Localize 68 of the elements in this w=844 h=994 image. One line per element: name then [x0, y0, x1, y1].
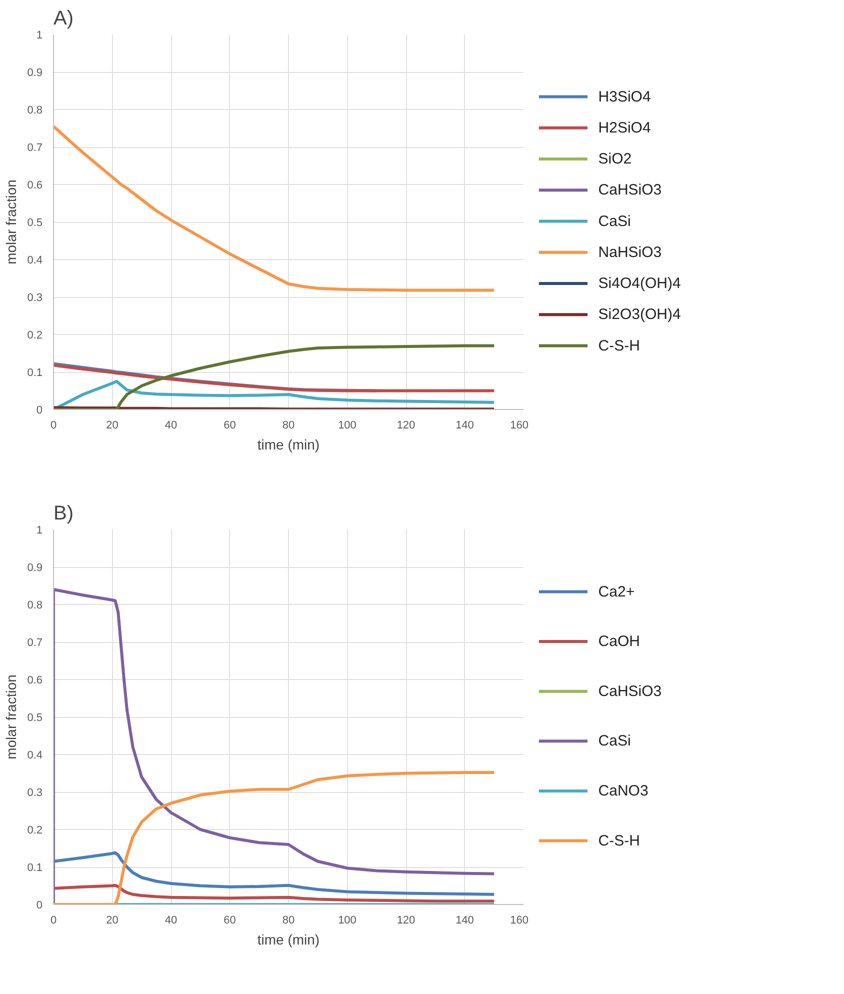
y-tick-label: 0.3 [27, 292, 43, 304]
y-tick-label: 0.8 [27, 104, 43, 116]
legend-label: CaNO3 [598, 782, 648, 800]
y-tick-label: 0.6 [27, 674, 43, 686]
y-tick-label: 1 [36, 30, 43, 42]
x-tick-label: 0 [50, 914, 57, 926]
x-tick-label: 60 [224, 420, 236, 432]
legend-label: CaOH [598, 633, 640, 650]
line-series [54, 884, 496, 903]
x-tick-label: 20 [106, 420, 118, 432]
legend-label: CaSi [598, 732, 631, 750]
x-tick-label: 20 [106, 914, 118, 926]
legend-label: Si4O4(OH)4 [598, 275, 681, 292]
line-series [54, 771, 496, 904]
legend-label: Ca2+ [598, 583, 635, 600]
legend-label: NaHSiO3 [598, 244, 662, 261]
x-tick-label: 160 [510, 420, 529, 432]
x-tick-label: 100 [338, 914, 356, 926]
y-tick-label: 1 [36, 524, 43, 536]
legend-label: H3SiO4 [598, 88, 651, 106]
y-tick-label: 0.3 [27, 787, 43, 799]
legend-label: Si2O3(OH)4 [598, 306, 681, 324]
x-tick-label: 0 [50, 420, 57, 432]
chart-title: A) [54, 8, 74, 30]
legend-label: C-S-H [598, 337, 640, 354]
x-tick-label: 160 [510, 914, 529, 926]
y-tick-label: 0.8 [27, 600, 43, 612]
y-tick-label: 0.5 [27, 217, 43, 229]
x-axis-title: time (min) [257, 436, 320, 452]
x-tick-label: 80 [282, 914, 295, 926]
chart-title: B) [54, 502, 74, 524]
line-series [54, 124, 496, 292]
line-series [54, 364, 496, 392]
y-tick-label: 0.7 [27, 142, 43, 154]
x-tick-label: 120 [396, 420, 416, 432]
legend-label: SiO2 [598, 150, 632, 168]
x-tick-label: 40 [164, 420, 178, 432]
legend-label: CaHSiO3 [598, 682, 662, 700]
y-tick-label: 0.4 [27, 254, 43, 266]
x-tick-label: 140 [456, 914, 474, 926]
y-tick-label: 0.2 [27, 330, 43, 342]
y-tick-label: 0.9 [27, 67, 43, 79]
legend-label: CaHSiO3 [598, 182, 662, 199]
y-tick-label: 0.6 [27, 180, 43, 192]
legend-label: H2SiO4 [598, 119, 651, 136]
y-tick-label: 0 [36, 404, 43, 416]
y-tick-label: 0.2 [27, 824, 43, 836]
legend-label: C-S-H [598, 832, 640, 850]
y-tick-label: 0.5 [27, 712, 43, 724]
x-tick-label: 80 [282, 420, 295, 432]
y-axis-title: molar fraction [3, 674, 20, 760]
line-series [54, 588, 496, 904]
x-tick-label: 140 [456, 420, 474, 432]
x-tick-label: 40 [164, 914, 178, 926]
line-series [54, 851, 496, 896]
line-series [54, 344, 496, 410]
y-tick-label: 0.9 [27, 562, 43, 574]
y-tick-label: 0.1 [27, 367, 43, 379]
y-tick-label: 0 [36, 900, 43, 912]
x-tick-label: 120 [396, 914, 416, 926]
x-tick-label: 100 [338, 420, 356, 432]
x-tick-label: 60 [224, 914, 236, 926]
y-tick-label: 0.1 [27, 862, 43, 874]
legend-label: CaSi [598, 212, 631, 230]
y-axis-title: molar fraction [3, 180, 20, 264]
y-tick-label: 0.7 [27, 637, 43, 649]
x-axis-title: time (min) [257, 932, 320, 948]
y-tick-label: 0.4 [27, 750, 43, 762]
